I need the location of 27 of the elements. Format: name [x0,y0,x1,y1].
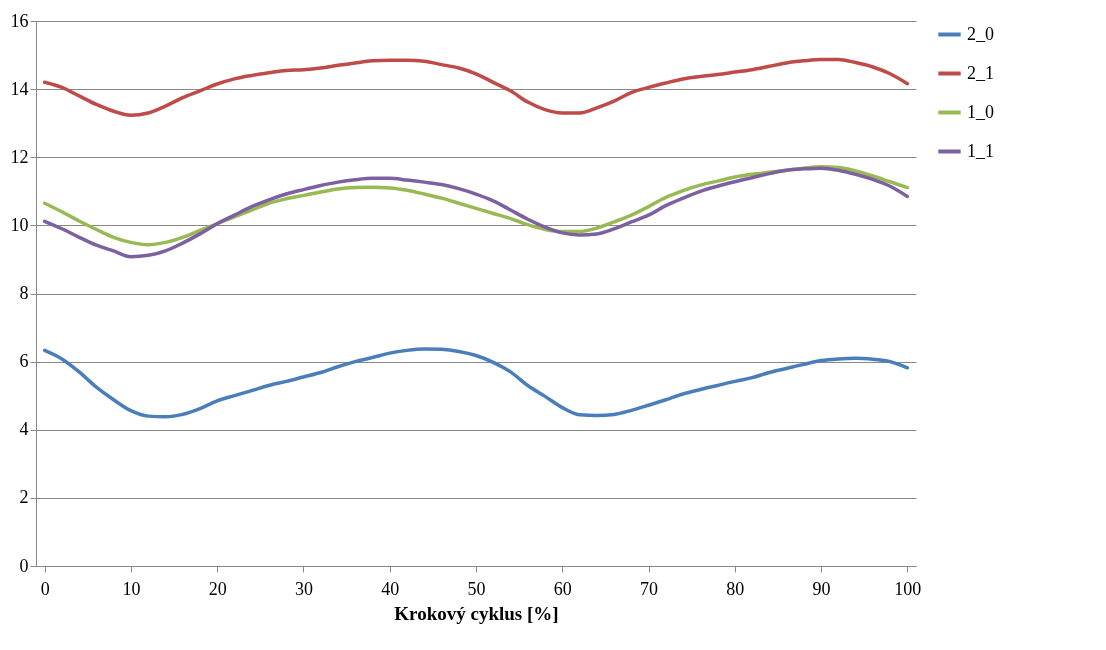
x-tick-label: 20 [208,578,227,599]
x-axis-title: Krokový cyklus [%] [394,602,559,624]
y-tick-label: 0 [19,555,29,576]
y-tick-label: 14 [10,78,29,99]
x-tick-label: 40 [381,578,400,599]
legend-label: 1_0 [967,101,994,122]
y-tick-label: 12 [10,146,29,167]
x-tick-label: 100 [894,578,922,599]
x-tick-label: 80 [726,578,745,599]
y-tick-label: 4 [19,419,29,440]
x-tick-label: 10 [122,578,141,599]
legend-label: 2_1 [967,62,994,83]
y-tick-label: 2 [19,487,29,508]
legend-label: 2_0 [967,23,994,44]
line-series [42,57,910,118]
x-tick-label: 70 [640,578,659,599]
legend-label: 1_1 [967,140,994,161]
y-tick-label: 10 [10,214,29,235]
y-tick-label: 6 [19,351,29,372]
y-tick-label: 8 [19,283,29,303]
x-tick-label: 60 [553,578,572,599]
x-tick-label: 90 [812,578,831,599]
line-series [42,347,910,419]
y-tick-label: 16 [10,10,29,31]
x-tick-label: 0 [40,578,50,599]
x-tick-label: 30 [294,578,313,599]
x-tick-label: 50 [467,578,486,599]
